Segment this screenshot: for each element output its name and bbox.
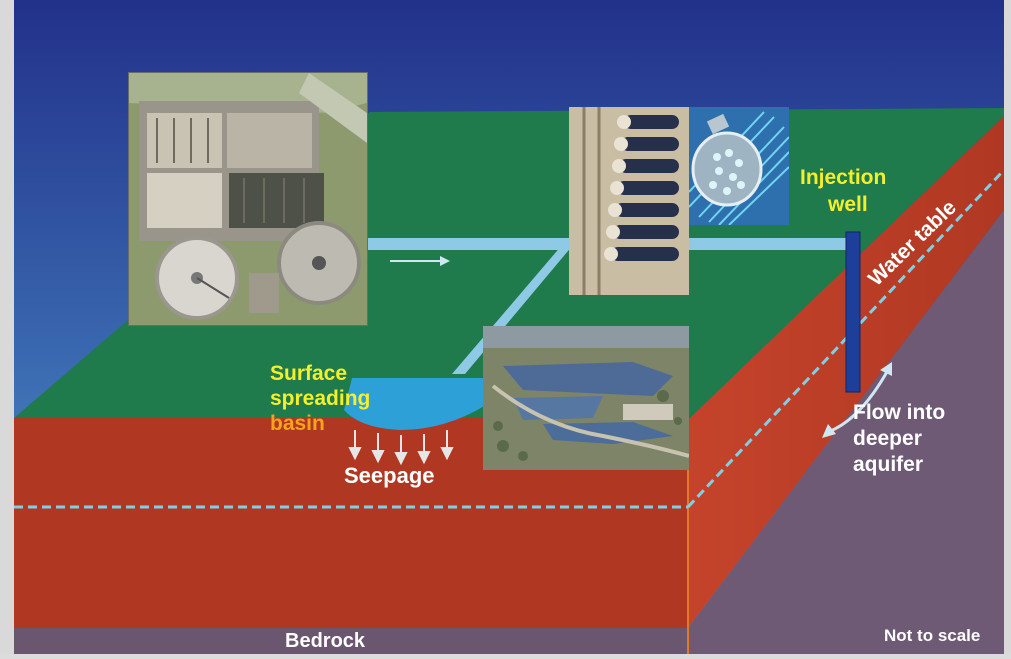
injection-well [845,231,861,393]
flow-label-line3: aquifer [853,453,924,476]
seepage-arrows [348,430,454,466]
seepage-label: Seepage [344,463,435,488]
spreading-basins-image [483,326,689,470]
bedrock-label: Bedrock [285,630,366,652]
injection-label: Injection [800,166,887,189]
membrane-filters-image [569,107,689,295]
flow-arrow-up [880,362,892,376]
flow-arrow-down [822,424,836,438]
treatment-plant-image [129,73,367,325]
membrane-filters-photo [569,107,689,295]
pipe-branch [452,245,573,374]
bedrock-bottom [14,628,689,654]
membrane-closeup-image [689,107,789,225]
bedrock-right [688,210,1004,654]
flow-label-line2: deeper [853,427,922,450]
treatment-plant-photo [128,72,368,326]
flow-arrow-head [440,256,450,266]
well-label: well [828,193,868,216]
basin-label: basin [270,412,325,435]
membrane-closeup-photo [689,107,789,225]
flow-curve [827,369,890,434]
spreading-basins-photo [483,326,689,470]
spreading-basin [344,378,492,430]
spreading-label: spreading [270,387,371,410]
flow-label-line1: Flow into [853,401,946,424]
surface-label: Surface [270,362,348,385]
not-to-scale-label: Not to scale [884,626,981,645]
